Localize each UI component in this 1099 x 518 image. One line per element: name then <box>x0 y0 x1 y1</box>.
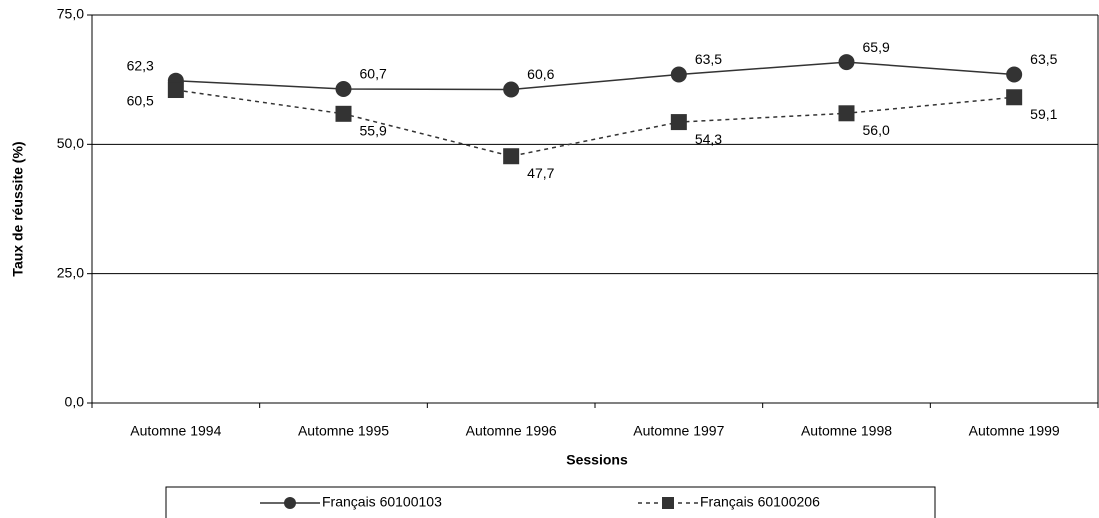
data-label: 59,1 <box>1030 106 1057 122</box>
data-label: 54,3 <box>695 131 722 147</box>
x-tick-label: Automne 1998 <box>801 423 892 439</box>
data-label: 55,9 <box>360 123 387 139</box>
marker <box>1006 89 1023 106</box>
marker <box>335 105 352 122</box>
series-line <box>175 61 1015 91</box>
data-label: 47,7 <box>527 165 554 181</box>
x-tick-label: Automne 1994 <box>130 423 221 439</box>
data-label: 60,5 <box>127 93 154 109</box>
x-axis-title: Sessions <box>566 452 628 468</box>
x-tick-label: Automne 1995 <box>298 423 389 439</box>
marker <box>503 81 520 98</box>
legend-box <box>165 486 936 518</box>
data-label: 60,6 <box>527 66 554 82</box>
legend-marker <box>284 497 296 509</box>
x-tick-label: Automne 1996 <box>466 423 557 439</box>
marker <box>670 66 687 83</box>
y-tick-label: 75,0 <box>57 6 84 22</box>
marker <box>670 114 687 131</box>
data-label: 62,3 <box>127 57 154 73</box>
marker <box>167 82 184 99</box>
data-label: 60,7 <box>360 66 387 82</box>
x-tick-label: Automne 1999 <box>969 423 1060 439</box>
series-line <box>175 89 1015 158</box>
marker <box>838 105 855 122</box>
data-label: 63,5 <box>695 51 722 67</box>
y-tick-label: 25,0 <box>57 264 84 280</box>
marker <box>335 80 352 97</box>
y-tick-label: 0,0 <box>65 394 85 410</box>
y-axis-title: Taux de réussite (%) <box>10 141 26 276</box>
data-label: 65,9 <box>863 39 890 55</box>
legend-label: Français 60100206 <box>700 494 820 510</box>
data-label: 56,0 <box>863 122 890 138</box>
marker <box>503 148 520 165</box>
data-label: 63,5 <box>1030 51 1057 67</box>
y-tick-label: 50,0 <box>57 135 84 151</box>
marker <box>1006 66 1023 83</box>
legend-label: Français 60100103 <box>322 494 442 510</box>
legend-marker <box>662 497 674 509</box>
x-tick-label: Automne 1997 <box>633 423 724 439</box>
marker <box>838 54 855 71</box>
